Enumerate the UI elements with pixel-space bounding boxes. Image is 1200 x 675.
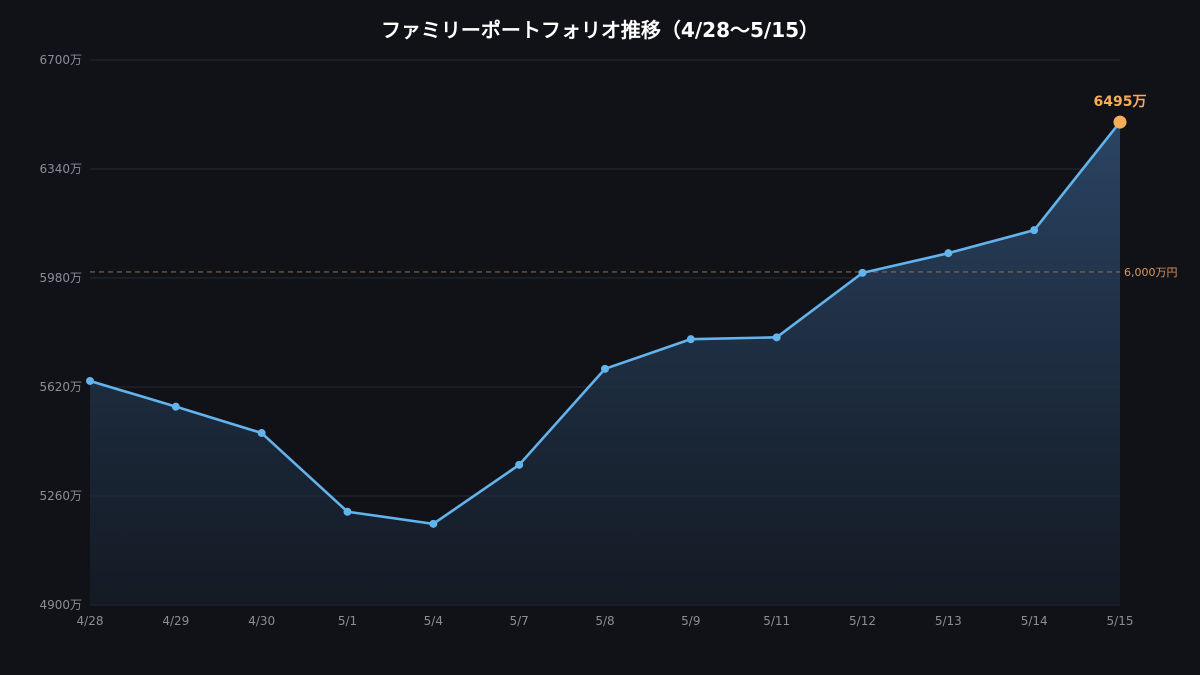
data-points [86,115,1127,528]
x-tick-label: 5/13 [935,614,962,628]
x-tick-label: 4/28 [77,614,104,628]
data-point [257,429,266,438]
x-tick-label: 5/1 [338,614,357,628]
data-point [515,460,524,469]
x-tick-label: 4/29 [162,614,189,628]
y-tick-label: 4900万 [39,598,82,612]
last-point-label: 6495万 [1094,94,1147,110]
x-tick-label: 5/4 [424,614,443,628]
data-point [86,376,94,385]
x-tick-label: 5/7 [510,614,529,628]
data-point [601,364,609,373]
chart-title: ファミリーポートフォリオ推移（4/28〜5/15） [381,18,819,42]
x-tick-label: 4/30 [248,614,275,628]
y-tick-label: 5260万 [39,489,82,503]
y-tick-label: 6340万 [39,162,82,176]
y-tick-label: 6700万 [39,53,82,67]
y-axis-ticks: 4900万 5260万 5620万 5980万 6340万 6700万 [39,53,82,612]
x-axis-ticks: 4/28 4/29 4/30 5/1 5/4 5/7 5/8 5/9 5/11 5/12 5/13 5… [77,614,1134,628]
y-tick-label: 5980万 [39,271,82,285]
y-tick-label: 5620万 [39,380,82,394]
data-point [171,402,180,411]
reference-line-label: 6,000万円 [1124,266,1178,279]
data-point-latest [1113,115,1127,129]
x-tick-label: 5/12 [849,614,876,628]
data-point [343,507,352,516]
x-tick-label: 5/9 [681,614,700,628]
x-tick-label: 5/14 [1021,614,1048,628]
data-point [429,519,438,528]
x-tick-label: 5/11 [763,614,790,628]
data-point [686,335,695,344]
x-tick-label: 5/15 [1107,614,1134,628]
data-point [1030,226,1039,235]
data-point [858,268,867,277]
data-point [944,249,953,258]
x-tick-label: 5/8 [595,614,614,628]
data-point [772,333,781,342]
area-fill [90,122,1120,605]
